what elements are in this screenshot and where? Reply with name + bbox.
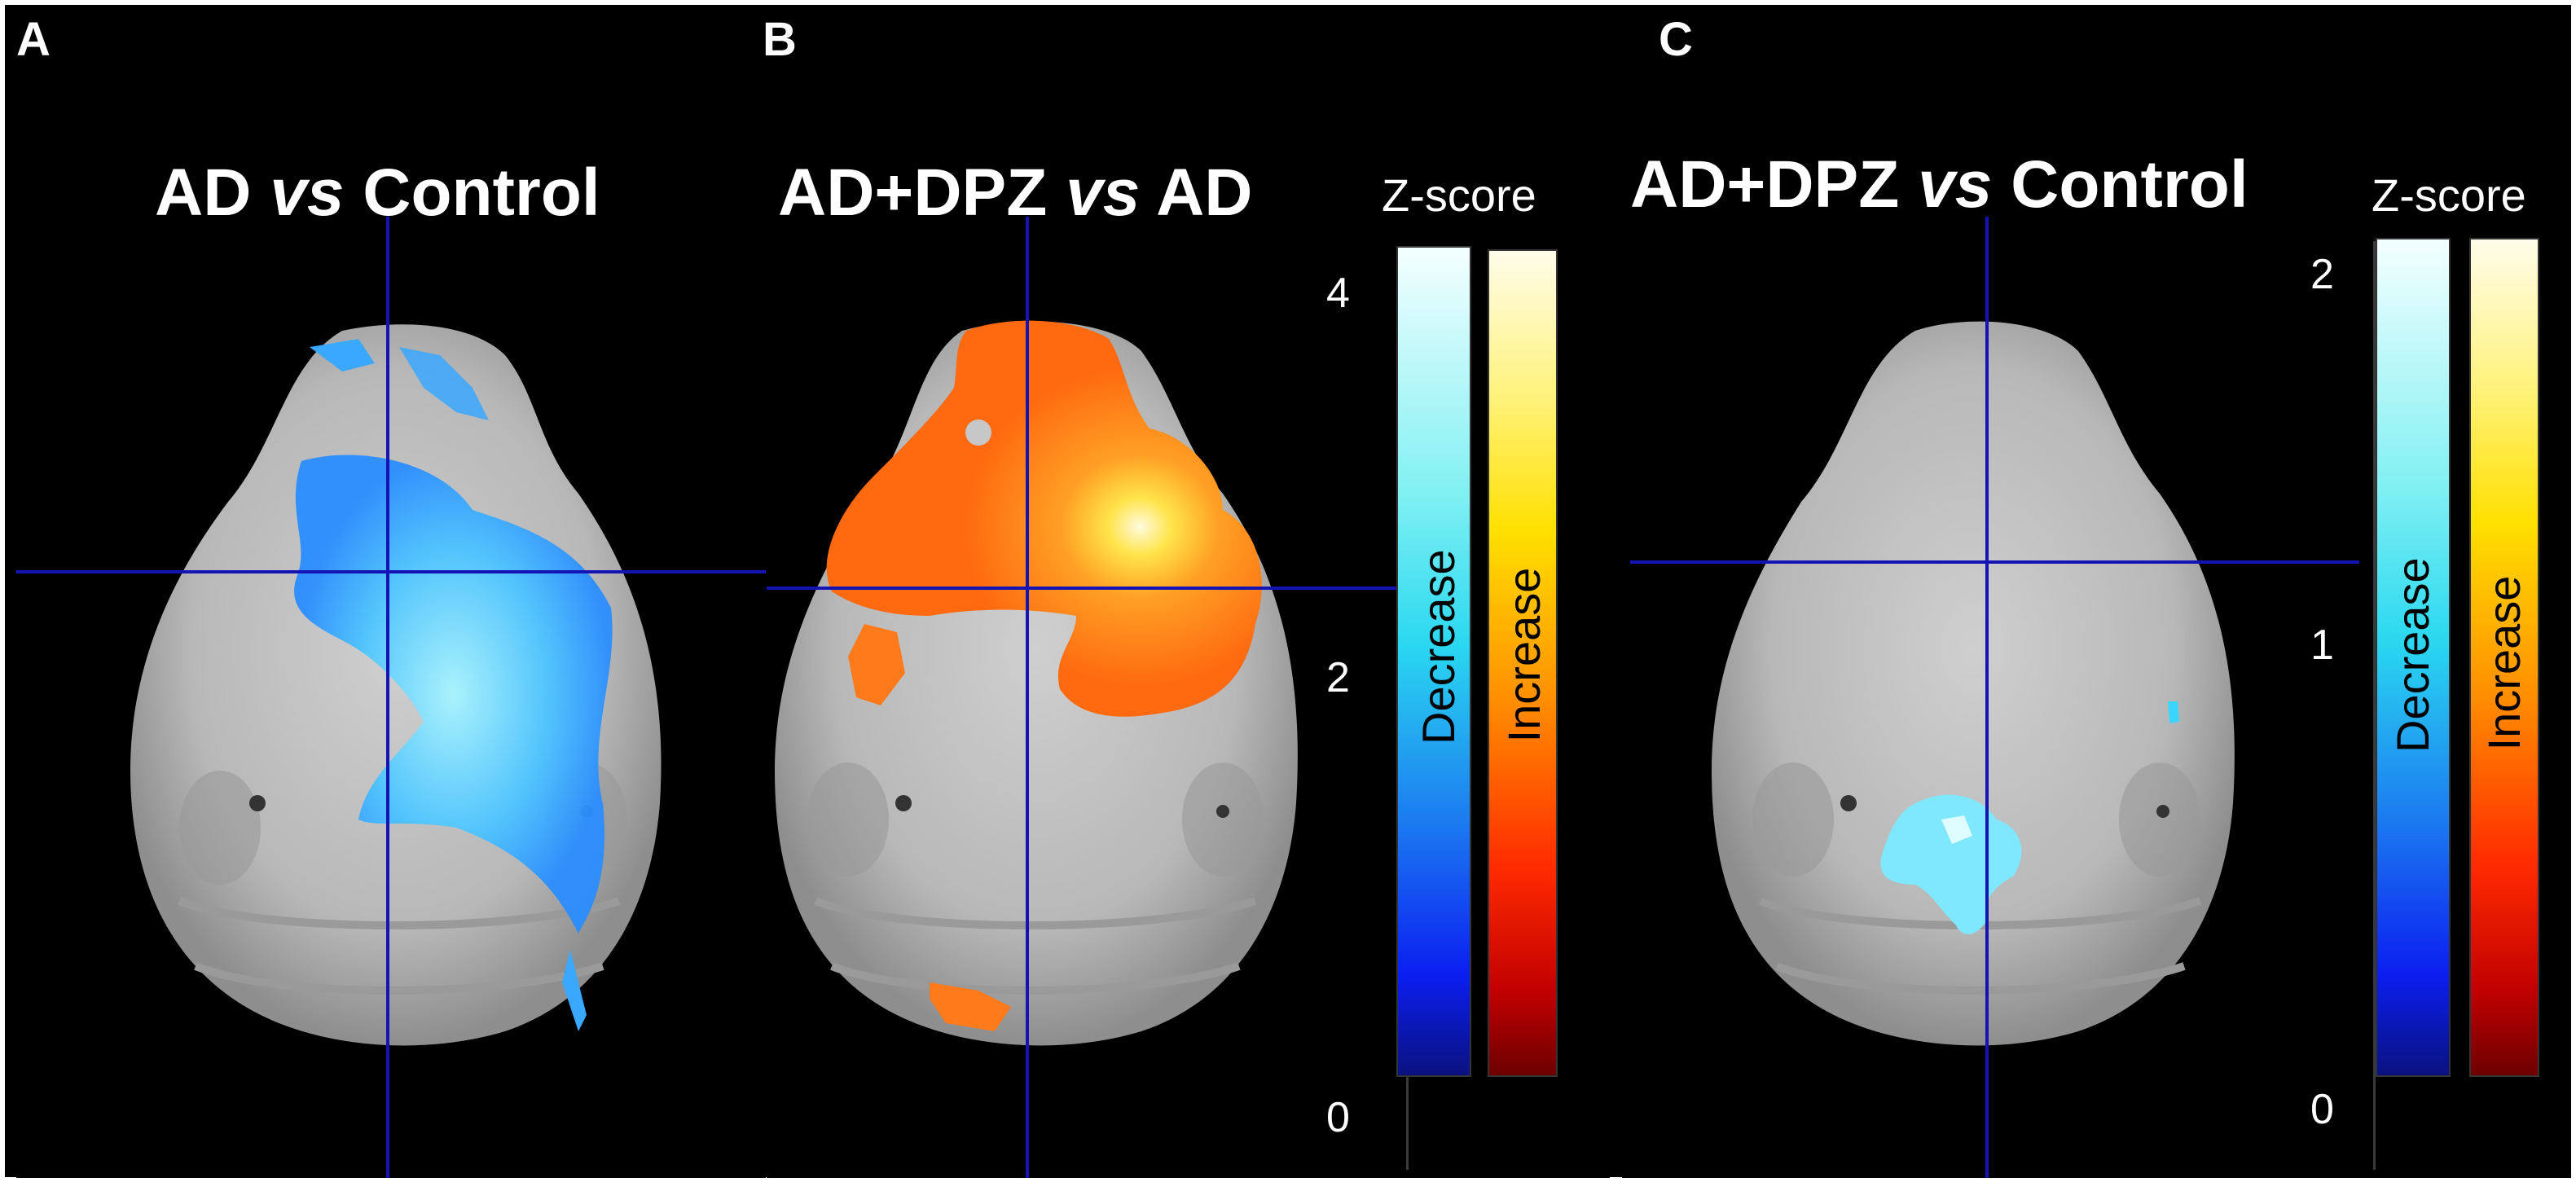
crosshair-horizontal-a <box>16 570 766 573</box>
crosshair-vertical-c <box>1985 217 1989 1178</box>
title-suffix: Control <box>1992 152 2249 222</box>
title-prefix: AD+DPZ <box>778 156 1066 230</box>
zscore-label-b: Z-score <box>1382 169 1536 221</box>
title-italic: vs <box>1918 152 1993 222</box>
title-prefix: AD+DPZ <box>1630 152 1919 222</box>
panel-letter-c: C <box>1659 13 1693 66</box>
zscore-label-c: Z-score <box>2372 169 2526 221</box>
panel-c: AD+DPZ vs Control Z-score <box>1622 152 2571 1178</box>
title-italic: vs <box>270 156 345 230</box>
panel-a-title: AD vs Control <box>155 160 600 226</box>
brain-scan-a <box>130 324 662 1046</box>
decrease-label-c: Decrease <box>2387 557 2438 753</box>
decrease-colorbar-c <box>2376 238 2451 1077</box>
increase-colorbar-c <box>2469 238 2539 1077</box>
crosshair-horizontal-b <box>767 587 1402 590</box>
brain-outline-c <box>1712 321 2235 1046</box>
crosshair-vertical-a <box>386 217 389 1178</box>
colorbar-divider-c <box>2373 241 2376 1170</box>
tick-max-c: 2 <box>2310 251 2334 298</box>
panel-b-title: AD+DPZ vs AD <box>778 160 1253 226</box>
brain-scan-b <box>775 320 1298 1046</box>
decrease-label-b: Decrease <box>1413 549 1464 745</box>
brain-scan-c <box>1712 321 2235 1046</box>
title-prefix: AD <box>155 156 270 230</box>
panel-b: AD+DPZ vs AD <box>767 152 1610 1178</box>
panel-a: AD vs Control <box>16 152 766 1178</box>
title-suffix: AD <box>1140 156 1253 230</box>
crosshair-horizontal-c <box>1630 560 2359 564</box>
increase-label-b: Increase <box>1498 567 1550 743</box>
tick-mid-b: 2 <box>1326 654 1350 701</box>
tick-mid-c: 1 <box>2310 622 2334 669</box>
increase-cluster-b <box>826 320 1262 717</box>
title-suffix: Control <box>344 156 600 230</box>
title-italic: vs <box>1066 156 1141 230</box>
increase-colorbar-b <box>1488 249 1558 1077</box>
panel-c-title: AD+DPZ vs Control <box>1630 152 2249 218</box>
decrease-colorbar-b <box>1396 246 1471 1077</box>
tick-min-b: 0 <box>1326 1094 1350 1141</box>
increase-label-c: Increase <box>2478 575 2530 751</box>
crosshair-vertical-b <box>1026 217 1029 1178</box>
tick-min-c: 0 <box>2310 1086 2334 1133</box>
panel-letter-a: A <box>16 13 51 66</box>
panel-letter-b: B <box>763 13 797 66</box>
decrease-cluster-a <box>294 455 613 934</box>
tick-max-b: 4 <box>1326 270 1350 317</box>
